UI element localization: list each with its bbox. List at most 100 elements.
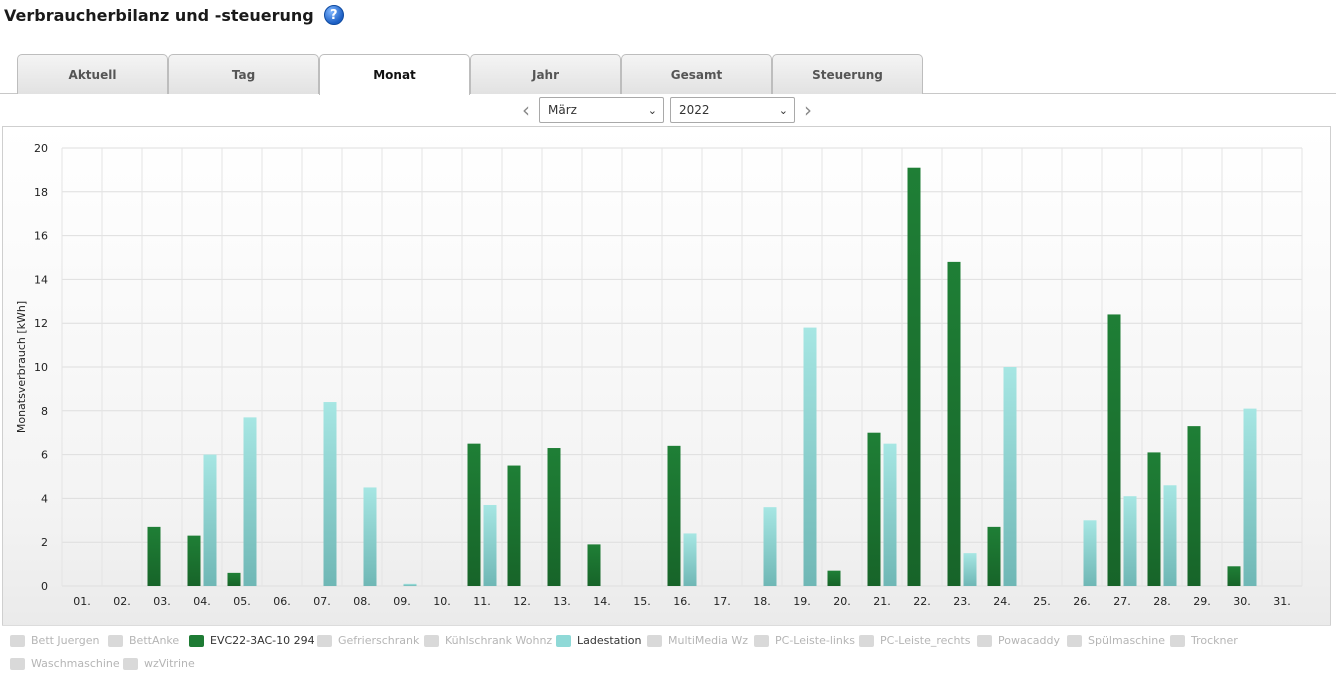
x-tick-label: 06. [273,595,291,608]
legend-label: Ladestation [577,634,642,647]
bar-evc22 [467,443,481,586]
legend-item[interactable]: PC-Leiste-links [754,634,855,647]
tab-bar: Aktuell Tag Monat Jahr Gesamt Steuerung [0,54,1336,95]
y-tick-label: 20 [34,142,48,155]
bar-evc22 [547,448,561,586]
legend-item[interactable]: Trockner [1170,634,1238,647]
x-tick-label: 22. [913,595,931,608]
bar-evc22 [507,465,521,586]
bar-ladestation [323,402,337,586]
x-tick-label: 08. [353,595,371,608]
bar-ladestation [243,417,257,586]
legend-item[interactable]: Gefrierschrank [317,634,419,647]
page-title: Verbraucherbilanz und -steuerung ? [4,5,344,25]
x-tick-label: 04. [193,595,211,608]
help-icon[interactable]: ? [323,5,344,25]
bar-chart: 0 2 4 6 8 10 12 14 16 18 20 Monatsverbrauch [kWh] 01… [15,142,1303,608]
x-tick-label: 16. [673,595,691,608]
y-tick-label: 14 [34,273,48,286]
bar-evc22 [1107,314,1121,586]
tab-tag[interactable]: Tag [168,54,319,94]
bar-evc22 [867,432,881,586]
legend-swatch [556,634,571,647]
legend-swatch [424,634,439,647]
bar-ladestation [803,327,817,586]
bar-ladestation [1083,520,1097,586]
legend-item[interactable]: Bett Juergen [10,634,99,647]
x-tick-label: 28. [1153,595,1171,608]
x-tick-label: 09. [393,595,411,608]
bar-evc22 [147,526,161,586]
year-select[interactable]: 2022 ⌄ [670,97,795,123]
bar-ladestation [483,504,497,586]
tab-aktuell[interactable]: Aktuell [17,54,168,94]
chart-legend: Bett Juergen BettAnke EVC22-3AC-10 294 Gefr… [2,625,1331,682]
y-tick-label: 12 [34,317,48,330]
tab-gesamt[interactable]: Gesamt [621,54,772,94]
bar-evc22 [587,544,601,586]
legend-item[interactable]: wzVitrine [123,657,195,670]
bar-ladestation [203,454,217,586]
x-tick-label: 30. [1233,595,1251,608]
tab-steuerung[interactable]: Steuerung [772,54,923,94]
x-tick-label: 12. [513,595,531,608]
y-tick-label: 2 [41,536,48,549]
bar-ladestation [1243,408,1257,586]
x-tick-label: 26. [1073,595,1091,608]
bar-evc22 [227,572,241,586]
legend-swatch [189,634,204,647]
legend-item[interactable]: Kühlschrank Wohnz [424,634,552,647]
legend-swatch [123,657,138,670]
legend-item[interactable]: Spülmaschine [1067,634,1165,647]
legend-item[interactable]: PC-Leiste_rechts [859,634,970,647]
legend-label: EVC22-3AC-10 294 [210,634,315,647]
legend-label: wzVitrine [144,657,195,670]
bar-ladestation [363,487,377,586]
bar-evc22 [667,445,681,586]
legend-label: BettAnke [129,634,180,647]
legend-item[interactable]: BettAnke [108,634,179,647]
x-tick-label: 18. [753,595,771,608]
legend-label: Waschmaschine [31,657,120,670]
legend-label: PC-Leiste-links [775,634,856,647]
y-tick-label: 6 [41,449,48,462]
bar-ladestation [1003,367,1017,586]
legend-label: Powacaddy [998,634,1060,647]
bar-ladestation [1163,485,1177,586]
bar-ladestation [883,443,897,586]
tab-jahr[interactable]: Jahr [470,54,621,94]
legend-label: Bett Juergen [31,634,100,647]
month-select-value: März [548,103,577,117]
bar-evc22 [1187,426,1201,586]
legend-item[interactable]: EVC22-3AC-10 294 [189,634,315,647]
legend-item[interactable]: MultiMedia Wz [647,634,748,647]
y-tick-label: 8 [41,405,48,418]
period-selector: ‹ März ⌄ 2022 ⌄ › [516,97,818,123]
legend-label: Spülmaschine [1088,634,1165,647]
x-tick-label: 13. [553,595,571,608]
x-tick-label: 05. [233,595,251,608]
legend-item[interactable]: Waschmaschine [10,657,120,670]
tab-monat[interactable]: Monat [319,54,470,95]
bar-evc22 [187,535,201,586]
legend-item[interactable]: Powacaddy [977,634,1060,647]
previous-month-arrow-icon[interactable]: ‹ [522,98,530,122]
x-tick-label: 24. [993,595,1011,608]
x-tick-label: 10. [433,595,451,608]
x-tick-label: 03. [153,595,171,608]
x-tick-label: 25. [1033,595,1051,608]
chevron-down-icon: ⌄ [778,103,788,117]
page-title-text: Verbraucherbilanz und -steuerung [4,5,314,25]
next-month-arrow-icon[interactable]: › [804,98,812,122]
bar-ladestation [763,507,777,586]
x-tick-label: 20. [833,595,851,608]
legend-swatch [977,634,992,647]
legend-label: MultiMedia Wz [668,634,749,647]
legend-item[interactable]: Ladestation [556,634,641,647]
bar-evc22 [907,167,921,586]
legend-label: Gefrierschrank [338,634,420,647]
legend-swatch [1170,634,1185,647]
bar-evc22 [1227,566,1241,586]
bar-ladestation [1123,496,1137,586]
month-select[interactable]: März ⌄ [539,97,664,123]
